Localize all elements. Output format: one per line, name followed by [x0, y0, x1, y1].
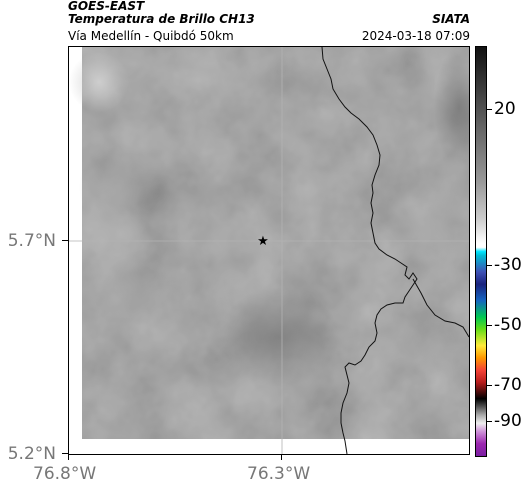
colorbar-label-20: 20: [494, 99, 516, 119]
timestamp: 2024-03-18 07:09: [361, 29, 470, 43]
lon-tick: [281, 454, 282, 460]
river-line: [412, 278, 469, 338]
colorbar-tick: [487, 265, 492, 266]
lat-label-5-2: 5.2°N: [7, 444, 56, 464]
colorbar-tick: [487, 109, 492, 110]
region-subtitle: Vía Medellín - Quibdó 50km: [68, 29, 234, 43]
colorbar-tick: [487, 325, 492, 326]
lon-label-76-3: 76.3°W: [247, 464, 311, 484]
colorbar-label-m30: -30: [494, 255, 522, 275]
colorbar-tick: [487, 421, 492, 422]
chart-title: Temperatura de Brillo CH13: [68, 12, 255, 26]
satellite-map[interactable]: ★: [68, 46, 470, 455]
lat-tick: [62, 240, 68, 241]
lat-label-5-7: 5.7°N: [7, 231, 56, 251]
colorbar-tick: [487, 385, 492, 386]
department-border: [321, 47, 418, 454]
cloud-imagery: [69, 47, 469, 439]
lat-tick: [62, 453, 68, 454]
lon-label-76-8: 76.8°W: [33, 464, 97, 484]
map-canvas: ★: [69, 47, 469, 454]
organization: SIATA: [432, 12, 470, 26]
colorbar-label-m90: -90: [494, 411, 522, 431]
satellite-name: GOES-EAST: [68, 0, 145, 13]
star-marker: ★: [257, 234, 269, 249]
colorbar: [475, 46, 487, 457]
lon-tick: [68, 454, 69, 460]
colorbar-label-m50: -50: [494, 315, 522, 335]
colorbar-label-m70: -70: [494, 375, 522, 395]
gridlines: [69, 47, 469, 454]
